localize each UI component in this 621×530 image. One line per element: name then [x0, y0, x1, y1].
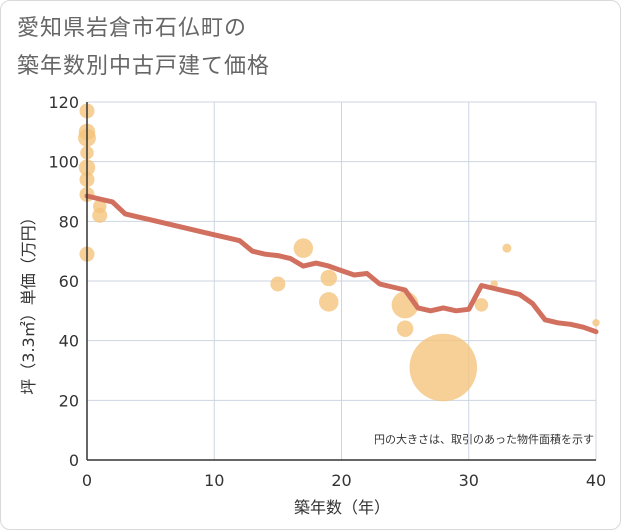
y-tick-label-20: 20: [59, 391, 79, 410]
y-tick-label-0: 0: [69, 451, 79, 470]
x-axis-label: 築年数（年）: [294, 498, 390, 517]
x-tick-label-30: 30: [459, 471, 479, 490]
bubble-8: [396, 320, 414, 337]
average-line-layer: [84, 193, 599, 335]
y-axis-label: 坪（3.3㎡）単価（万円）: [19, 209, 38, 394]
y-tick-label-60: 60: [59, 272, 79, 291]
bubble-size-note: 円の大きさは、取引のあった物件面積を示す: [374, 432, 594, 446]
tick-labels: 0 10 20 30 40 0 20 40 60 80 100 120: [48, 93, 606, 490]
bubble-16: [92, 199, 107, 214]
y-tick-label-40: 40: [59, 332, 79, 351]
bubble-14: [270, 276, 286, 292]
y-tick-label-80: 80: [59, 212, 79, 231]
scatter-bubbles: [78, 103, 600, 402]
bubble-17: [474, 298, 489, 312]
chart-title-line2: 築年数別中古戸建て価格: [17, 54, 271, 79]
bubble-2: [293, 238, 314, 258]
grid-lines: [87, 101, 597, 460]
bubble-7: [320, 269, 338, 287]
axes: [86, 102, 596, 461]
x-tick-label-20: 20: [331, 471, 351, 490]
chart-title-line1: 愛知県岩倉市石仏町の: [17, 16, 248, 41]
x-tick-label-40: 40: [586, 471, 606, 490]
bubble-3: [319, 292, 339, 312]
y-tick-label-100: 100: [48, 153, 79, 172]
bubble-20: [592, 319, 600, 327]
x-tick-label-0: 0: [82, 471, 92, 490]
x-tick-label-10: 10: [204, 471, 224, 490]
y-tick-label-120: 120: [48, 93, 79, 112]
bubble-18: [502, 243, 512, 253]
bubble-0: [409, 333, 478, 402]
average-price-line-0: [84, 193, 599, 335]
